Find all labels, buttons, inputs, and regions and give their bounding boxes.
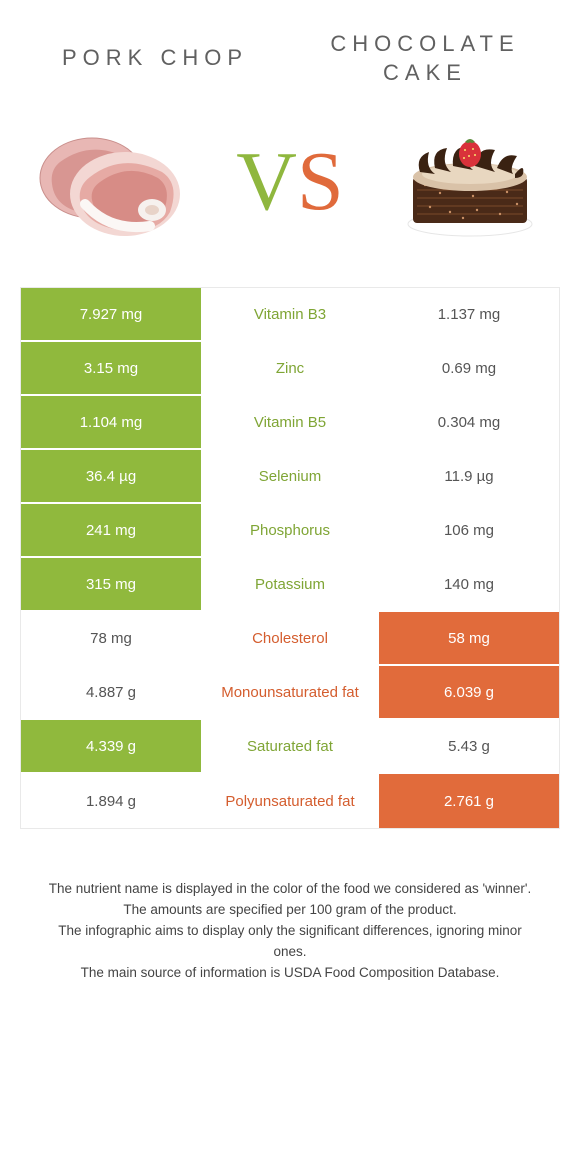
nutrient-name: Vitamin B5	[201, 396, 379, 448]
nutrient-name: Polyunsaturated fat	[201, 774, 379, 828]
value-right: 106 mg	[379, 504, 559, 556]
footer-line-4: The main source of information is USDA F…	[40, 963, 540, 984]
value-left: 1.104 mg	[21, 396, 201, 448]
nutrient-name: Zinc	[201, 342, 379, 394]
comparison-infographic: PORK CHOP CHOCOLATE CAKE VS	[0, 0, 580, 1004]
nutrient-row: 3.15 mgZinc0.69 mg	[21, 342, 559, 396]
nutrient-name: Phosphorus	[201, 504, 379, 556]
nutrient-name: Selenium	[201, 450, 379, 502]
value-left: 78 mg	[21, 612, 201, 664]
chocolate-cake-image	[390, 117, 550, 247]
nutrient-row: 241 mgPhosphorus106 mg	[21, 504, 559, 558]
nutrient-name: Cholesterol	[201, 612, 379, 664]
value-right: 140 mg	[379, 558, 559, 610]
nutrient-row: 4.887 gMonounsaturated fat6.039 g	[21, 666, 559, 720]
value-left: 315 mg	[21, 558, 201, 610]
footer-line-2: The amounts are specified per 100 gram o…	[40, 900, 540, 921]
value-right: 6.039 g	[379, 666, 559, 718]
title-row: PORK CHOP CHOCOLATE CAKE	[0, 0, 580, 97]
nutrient-row: 4.339 gSaturated fat5.43 g	[21, 720, 559, 774]
value-right: 0.304 mg	[379, 396, 559, 448]
vs-label: VS	[236, 140, 343, 224]
nutrient-row: 36.4 µgSelenium11.9 µg	[21, 450, 559, 504]
nutrient-name: Monounsaturated fat	[201, 666, 379, 718]
pork-chop-image	[30, 117, 190, 247]
title-left: PORK CHOP	[20, 44, 290, 73]
value-right: 5.43 g	[379, 720, 559, 772]
nutrient-row: 78 mgCholesterol58 mg	[21, 612, 559, 666]
nutrient-name: Vitamin B3	[201, 288, 379, 340]
value-left: 36.4 µg	[21, 450, 201, 502]
value-right: 11.9 µg	[379, 450, 559, 502]
value-right: 58 mg	[379, 612, 559, 664]
value-right: 1.137 mg	[379, 288, 559, 340]
vs-v: V	[236, 140, 297, 224]
nutrient-name: Potassium	[201, 558, 379, 610]
footer-notes: The nutrient name is displayed in the co…	[0, 829, 580, 1004]
value-left: 241 mg	[21, 504, 201, 556]
nutrient-table: 7.927 mgVitamin B31.137 mg3.15 mgZinc0.6…	[20, 287, 560, 829]
nutrient-row: 7.927 mgVitamin B31.137 mg	[21, 288, 559, 342]
value-left: 7.927 mg	[21, 288, 201, 340]
vs-s: S	[297, 140, 344, 224]
nutrient-row: 1.104 mgVitamin B50.304 mg	[21, 396, 559, 450]
footer-line-1: The nutrient name is displayed in the co…	[40, 879, 540, 900]
value-left: 4.887 g	[21, 666, 201, 718]
value-left: 1.894 g	[21, 774, 201, 828]
nutrient-row: 1.894 gPolyunsaturated fat2.761 g	[21, 774, 559, 828]
value-left: 3.15 mg	[21, 342, 201, 394]
value-left: 4.339 g	[21, 720, 201, 772]
title-right: CHOCOLATE CAKE	[290, 30, 560, 87]
nutrient-row: 315 mgPotassium140 mg	[21, 558, 559, 612]
hero-row: VS	[0, 97, 580, 287]
value-right: 0.69 mg	[379, 342, 559, 394]
footer-line-3: The infographic aims to display only the…	[40, 921, 540, 963]
value-right: 2.761 g	[379, 774, 559, 828]
nutrient-name: Saturated fat	[201, 720, 379, 772]
